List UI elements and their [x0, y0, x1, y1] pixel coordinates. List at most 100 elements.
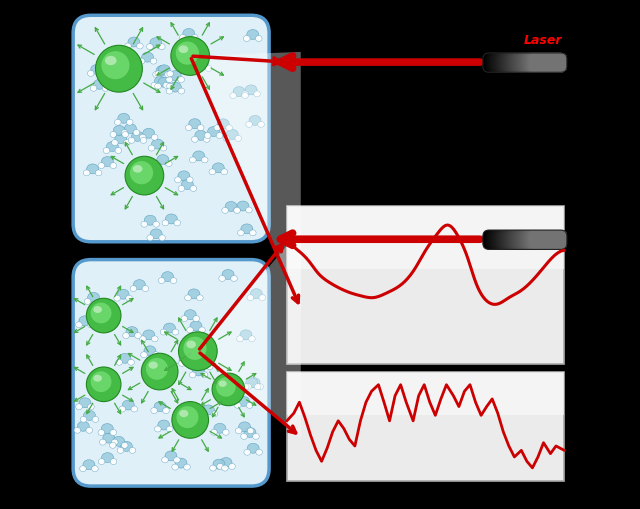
Ellipse shape [257, 384, 264, 389]
Ellipse shape [96, 298, 103, 304]
Ellipse shape [132, 165, 143, 173]
Ellipse shape [217, 464, 223, 469]
Ellipse shape [185, 295, 191, 301]
Ellipse shape [175, 458, 187, 468]
Ellipse shape [221, 169, 228, 175]
Ellipse shape [166, 83, 173, 89]
Ellipse shape [110, 131, 116, 137]
Ellipse shape [115, 134, 127, 144]
Ellipse shape [162, 457, 168, 463]
Ellipse shape [163, 408, 170, 413]
Ellipse shape [193, 316, 200, 322]
Ellipse shape [245, 384, 252, 389]
Ellipse shape [86, 164, 99, 174]
Ellipse shape [129, 447, 136, 454]
FancyBboxPatch shape [495, 230, 567, 249]
Bar [287, 372, 564, 481]
FancyBboxPatch shape [516, 53, 567, 72]
Ellipse shape [79, 398, 91, 408]
Ellipse shape [141, 52, 154, 62]
FancyBboxPatch shape [520, 230, 567, 249]
Ellipse shape [222, 208, 228, 213]
Ellipse shape [222, 269, 234, 279]
Ellipse shape [193, 151, 205, 161]
Ellipse shape [191, 136, 198, 143]
Ellipse shape [242, 93, 248, 99]
Ellipse shape [250, 230, 256, 236]
Ellipse shape [221, 465, 228, 471]
FancyBboxPatch shape [506, 230, 567, 249]
FancyBboxPatch shape [521, 230, 567, 249]
Ellipse shape [98, 430, 104, 436]
FancyBboxPatch shape [515, 230, 567, 249]
Ellipse shape [150, 38, 162, 48]
Ellipse shape [209, 169, 216, 175]
Ellipse shape [172, 329, 179, 335]
FancyBboxPatch shape [500, 230, 567, 249]
FancyBboxPatch shape [483, 230, 567, 249]
Ellipse shape [186, 125, 192, 131]
Ellipse shape [214, 125, 221, 131]
Ellipse shape [110, 162, 116, 168]
Ellipse shape [141, 353, 178, 390]
Ellipse shape [225, 388, 237, 398]
Ellipse shape [167, 71, 173, 77]
Ellipse shape [210, 465, 216, 471]
Ellipse shape [214, 423, 226, 433]
Ellipse shape [148, 361, 158, 369]
Ellipse shape [179, 410, 188, 417]
Ellipse shape [199, 411, 205, 417]
Ellipse shape [123, 332, 129, 338]
Ellipse shape [230, 275, 237, 281]
Ellipse shape [166, 88, 173, 94]
Ellipse shape [240, 330, 252, 340]
FancyBboxPatch shape [495, 53, 567, 72]
Ellipse shape [128, 359, 134, 365]
Ellipse shape [151, 134, 158, 140]
Ellipse shape [189, 372, 196, 378]
Ellipse shape [144, 346, 156, 356]
Ellipse shape [235, 135, 241, 142]
Ellipse shape [156, 66, 168, 75]
Ellipse shape [154, 76, 166, 87]
FancyBboxPatch shape [528, 230, 567, 249]
Ellipse shape [211, 411, 218, 417]
FancyBboxPatch shape [516, 230, 567, 249]
Ellipse shape [148, 145, 155, 151]
Ellipse shape [157, 155, 169, 164]
Ellipse shape [184, 309, 196, 320]
Ellipse shape [116, 359, 122, 365]
Ellipse shape [76, 322, 82, 328]
Ellipse shape [201, 372, 208, 378]
Ellipse shape [91, 65, 102, 74]
Ellipse shape [207, 127, 220, 136]
Ellipse shape [196, 295, 203, 301]
Ellipse shape [216, 377, 236, 397]
Ellipse shape [101, 157, 113, 166]
Ellipse shape [153, 71, 159, 77]
Ellipse shape [122, 400, 134, 410]
Ellipse shape [217, 119, 229, 129]
Ellipse shape [117, 289, 129, 299]
Ellipse shape [124, 139, 130, 146]
Bar [287, 206, 564, 269]
Ellipse shape [136, 43, 143, 49]
Ellipse shape [249, 116, 261, 125]
FancyBboxPatch shape [507, 230, 567, 249]
FancyBboxPatch shape [497, 230, 567, 249]
Ellipse shape [131, 406, 138, 412]
Ellipse shape [147, 44, 153, 49]
FancyBboxPatch shape [508, 53, 567, 72]
Ellipse shape [172, 464, 179, 470]
FancyBboxPatch shape [529, 53, 567, 72]
FancyBboxPatch shape [504, 230, 567, 249]
Ellipse shape [186, 341, 196, 348]
Ellipse shape [173, 457, 180, 463]
Ellipse shape [236, 428, 242, 434]
Ellipse shape [99, 439, 106, 445]
Ellipse shape [212, 373, 244, 406]
Ellipse shape [91, 372, 111, 392]
FancyBboxPatch shape [491, 53, 567, 72]
Ellipse shape [195, 363, 201, 370]
Ellipse shape [234, 394, 240, 400]
